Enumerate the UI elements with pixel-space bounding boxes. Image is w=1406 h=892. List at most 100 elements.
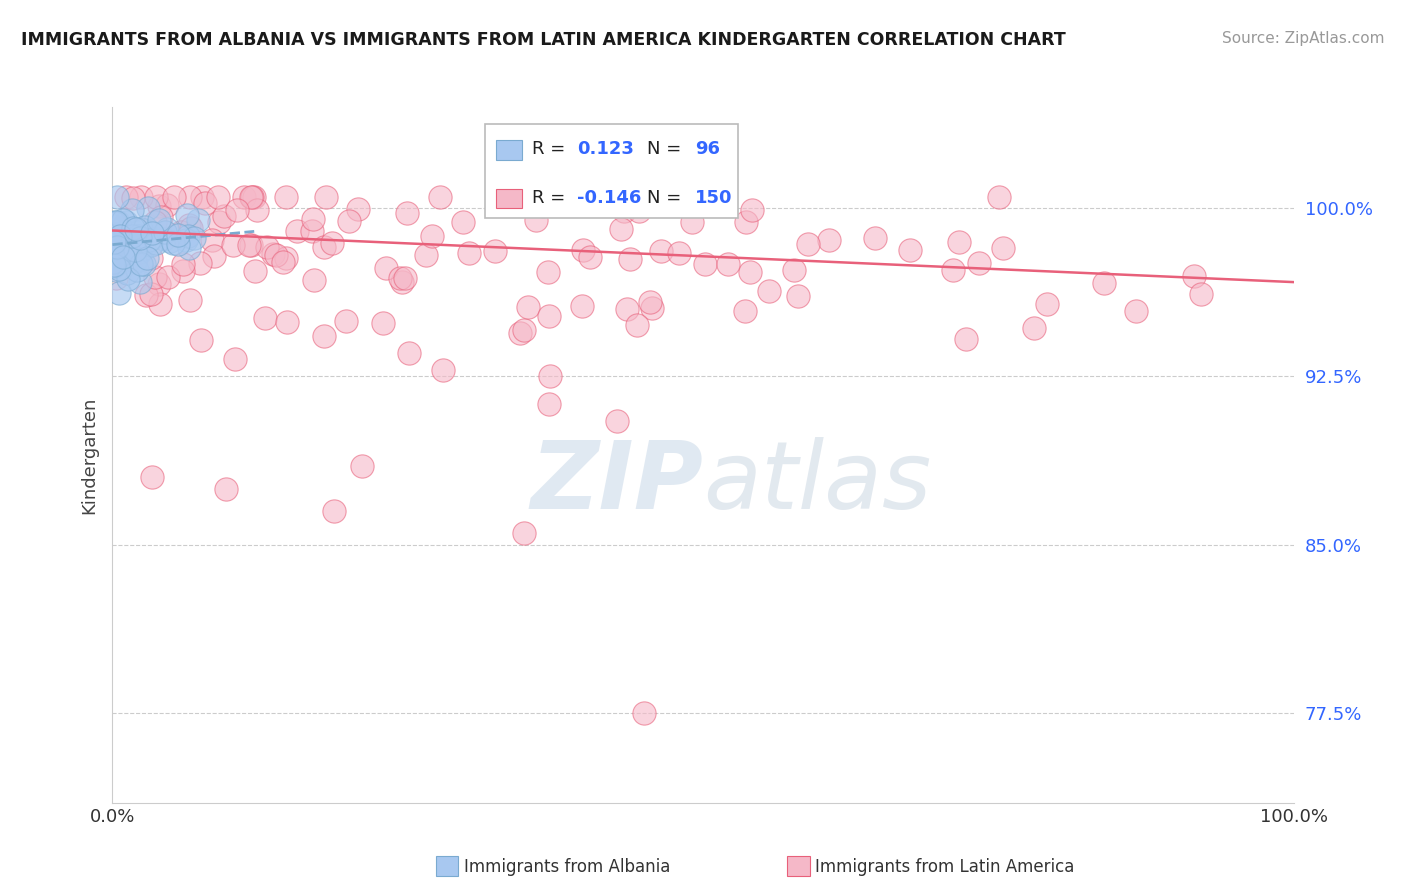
Immigrants from Latin America bbox=[302, 211, 325, 226]
Immigrants from Latin America bbox=[273, 255, 295, 269]
Immigrants from Latin America bbox=[537, 397, 560, 411]
Text: atlas: atlas bbox=[703, 437, 931, 528]
Text: 150: 150 bbox=[695, 189, 733, 207]
Immigrants from Latin America bbox=[243, 190, 266, 204]
Immigrants from Albania bbox=[128, 275, 150, 289]
Immigrants from Latin America bbox=[240, 190, 263, 204]
Immigrants from Albania bbox=[124, 244, 146, 258]
Immigrants from Latin America bbox=[613, 204, 636, 219]
Immigrants from Latin America bbox=[135, 287, 157, 301]
FancyBboxPatch shape bbox=[485, 124, 738, 219]
Immigrants from Latin America bbox=[172, 264, 194, 278]
Immigrants from Albania bbox=[128, 230, 150, 244]
Immigrants from Albania bbox=[121, 202, 143, 217]
Immigrants from Latin America bbox=[215, 482, 238, 496]
Text: 0.123: 0.123 bbox=[576, 140, 634, 158]
Immigrants from Latin America bbox=[509, 326, 531, 341]
Immigrants from Albania bbox=[103, 235, 125, 249]
Immigrants from Albania bbox=[145, 236, 167, 251]
Immigrants from Latin America bbox=[193, 196, 215, 211]
Immigrants from Albania bbox=[153, 232, 176, 246]
Immigrants from Latin America bbox=[693, 257, 716, 271]
Immigrants from Latin America bbox=[898, 243, 921, 257]
Immigrants from Albania bbox=[112, 250, 135, 264]
Immigrants from Latin America bbox=[312, 329, 335, 343]
Immigrants from Albania bbox=[115, 215, 138, 229]
Immigrants from Albania bbox=[156, 221, 179, 235]
Immigrants from Latin America bbox=[301, 224, 323, 238]
Immigrants from Latin America bbox=[741, 203, 763, 218]
Immigrants from Latin America bbox=[668, 246, 690, 260]
Immigrants from Albania bbox=[103, 219, 125, 234]
Immigrants from Latin America bbox=[117, 232, 139, 246]
Immigrants from Latin America bbox=[524, 213, 547, 227]
Immigrants from Latin America bbox=[398, 346, 420, 360]
Immigrants from Latin America bbox=[638, 295, 661, 310]
Immigrants from Latin America bbox=[246, 202, 269, 217]
Immigrants from Albania bbox=[105, 240, 128, 254]
Immigrants from Latin America bbox=[484, 244, 506, 259]
Immigrants from Latin America bbox=[145, 190, 167, 204]
Immigrants from Latin America bbox=[179, 218, 201, 232]
Immigrants from Latin America bbox=[967, 255, 990, 269]
Immigrants from Latin America bbox=[143, 215, 166, 229]
Immigrants from Latin America bbox=[993, 241, 1015, 255]
Immigrants from Latin America bbox=[122, 191, 145, 205]
Immigrants from Albania bbox=[129, 244, 152, 259]
Immigrants from Latin America bbox=[115, 190, 138, 204]
Immigrants from Latin America bbox=[1125, 304, 1147, 318]
Immigrants from Latin America bbox=[222, 238, 245, 252]
Immigrants from Albania bbox=[103, 215, 125, 229]
FancyBboxPatch shape bbox=[496, 189, 522, 209]
Immigrants from Albania bbox=[117, 272, 139, 286]
Immigrants from Albania bbox=[105, 241, 128, 255]
Immigrants from Latin America bbox=[375, 261, 398, 276]
Immigrants from Latin America bbox=[163, 190, 186, 204]
Immigrants from Latin America bbox=[537, 265, 560, 279]
Immigrants from Latin America bbox=[571, 299, 593, 313]
Immigrants from Albania bbox=[103, 227, 125, 241]
Immigrants from Latin America bbox=[262, 246, 284, 260]
Immigrants from Latin America bbox=[180, 221, 202, 235]
Immigrants from Latin America bbox=[125, 238, 148, 252]
Immigrants from Albania bbox=[125, 263, 148, 277]
Immigrants from Albania bbox=[115, 244, 138, 258]
Immigrants from Latin America bbox=[302, 273, 325, 287]
Immigrants from Albania bbox=[121, 229, 143, 244]
Immigrants from Latin America bbox=[274, 190, 297, 204]
Immigrants from Albania bbox=[111, 245, 134, 260]
Immigrants from Albania bbox=[176, 208, 198, 222]
Immigrants from Albania bbox=[174, 234, 197, 248]
Immigrants from Latin America bbox=[583, 190, 606, 204]
Immigrants from Latin America bbox=[143, 269, 166, 284]
Immigrants from Albania bbox=[103, 245, 125, 260]
Text: ZIP: ZIP bbox=[530, 437, 703, 529]
Immigrants from Latin America bbox=[538, 369, 561, 384]
Immigrants from Albania bbox=[141, 227, 163, 241]
Immigrants from Albania bbox=[120, 234, 142, 248]
Immigrants from Latin America bbox=[117, 253, 139, 268]
Immigrants from Latin America bbox=[149, 210, 172, 224]
Immigrants from Latin America bbox=[207, 190, 229, 204]
Immigrants from Latin America bbox=[641, 301, 664, 316]
Immigrants from Latin America bbox=[139, 251, 162, 265]
Immigrants from Latin America bbox=[787, 288, 810, 302]
Text: N =: N = bbox=[648, 140, 682, 158]
Immigrants from Latin America bbox=[129, 190, 152, 204]
Immigrants from Albania bbox=[105, 263, 128, 277]
Immigrants from Latin America bbox=[141, 470, 163, 484]
Immigrants from Latin America bbox=[610, 222, 633, 236]
Immigrants from Latin America bbox=[335, 314, 357, 328]
Immigrants from Albania bbox=[107, 231, 129, 245]
Immigrants from Latin America bbox=[628, 203, 651, 218]
Immigrants from Latin America bbox=[734, 304, 756, 318]
Immigrants from Latin America bbox=[276, 315, 298, 329]
Immigrants from Albania bbox=[112, 225, 135, 239]
Immigrants from Latin America bbox=[315, 190, 337, 204]
Immigrants from Latin America bbox=[1092, 276, 1115, 290]
Immigrants from Latin America bbox=[508, 190, 530, 204]
Immigrants from Latin America bbox=[679, 190, 702, 204]
Immigrants from Albania bbox=[111, 213, 134, 227]
Immigrants from Latin America bbox=[531, 199, 554, 213]
Immigrants from Latin America bbox=[141, 286, 163, 301]
